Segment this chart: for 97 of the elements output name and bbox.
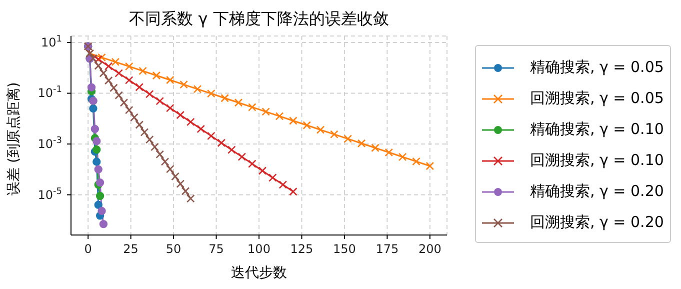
point — [120, 98, 128, 107]
point — [289, 116, 298, 125]
point — [124, 76, 134, 84]
point — [114, 69, 124, 78]
point — [104, 76, 113, 85]
point — [94, 55, 102, 64]
point — [135, 82, 144, 92]
point — [371, 144, 380, 152]
point — [248, 160, 256, 168]
point — [330, 130, 338, 138]
legend-label: 精确搜索, γ = 0.10 — [530, 120, 664, 139]
point — [180, 80, 188, 89]
point — [248, 103, 256, 112]
point — [124, 62, 134, 71]
point — [166, 164, 174, 174]
x-tick-label: 25 — [123, 242, 138, 256]
point — [111, 58, 120, 66]
point — [262, 108, 270, 116]
chart-title: 不同系数 γ 下梯度下降法的误差收敛 — [128, 9, 390, 30]
point — [412, 157, 420, 166]
x-tick-label: 75 — [208, 242, 224, 256]
point — [104, 62, 113, 70]
point — [258, 166, 267, 175]
x-axis-title: 迭代步数 — [231, 265, 287, 281]
point — [140, 128, 149, 136]
point — [228, 146, 236, 154]
point — [89, 104, 98, 113]
point — [110, 84, 118, 92]
point — [135, 120, 144, 129]
legend-label: 回溯搜索, γ = 0.05 — [530, 89, 664, 108]
point — [92, 137, 101, 146]
point — [426, 162, 434, 170]
y-tick-label: 10$^{-1}$ — [38, 85, 62, 100]
point — [98, 53, 106, 62]
point — [160, 158, 170, 166]
x-tick-label: 150 — [333, 242, 356, 256]
point — [96, 192, 104, 200]
point — [94, 200, 102, 209]
legend-label: 精确搜索, γ = 0.05 — [530, 58, 664, 77]
point — [156, 96, 164, 106]
y-tick-label: 10$^{-3}$ — [38, 136, 62, 152]
point — [384, 148, 394, 157]
point — [268, 174, 277, 182]
x-tick-label: 200 — [418, 242, 442, 256]
legend-label: 精确搜索, γ = 0.20 — [530, 182, 664, 201]
point — [98, 206, 106, 216]
point — [150, 142, 159, 152]
point — [145, 135, 154, 144]
point — [206, 132, 216, 140]
point — [234, 98, 243, 107]
point — [171, 172, 180, 181]
point — [316, 126, 325, 134]
x-tick-label: 125 — [290, 242, 314, 256]
point — [217, 138, 226, 148]
point — [275, 112, 284, 120]
legend-label: 回溯搜索, γ = 0.20 — [530, 213, 664, 232]
point — [357, 139, 366, 148]
point — [114, 91, 124, 100]
x-tick-label: 50 — [166, 242, 182, 256]
y-tick-label: 10$^{-5}$ — [38, 186, 62, 202]
point — [92, 158, 101, 166]
point — [145, 90, 154, 98]
point — [90, 124, 100, 134]
point — [344, 134, 352, 143]
point — [124, 106, 134, 114]
point — [220, 94, 229, 102]
point — [94, 62, 102, 70]
point — [176, 180, 185, 188]
x-tick-label: 100 — [248, 242, 270, 256]
point — [302, 121, 312, 130]
point — [89, 54, 98, 62]
x-tick-label: 0 — [84, 242, 92, 256]
point — [94, 165, 102, 174]
point — [99, 220, 108, 228]
y-tick-label: 10$^{1}$ — [40, 34, 62, 50]
point — [196, 124, 206, 134]
point — [130, 113, 138, 122]
point — [166, 76, 174, 84]
point — [193, 84, 202, 94]
point — [181, 186, 190, 196]
point — [87, 83, 96, 92]
point — [238, 152, 246, 161]
legend-label: 回溯搜索, γ = 0.10 — [530, 151, 664, 170]
point — [156, 150, 164, 158]
point — [186, 194, 195, 203]
point — [176, 110, 185, 120]
y-axis-title: 误差 (到原点距离) — [6, 82, 22, 196]
point — [152, 71, 161, 80]
point — [186, 118, 195, 126]
point — [99, 68, 108, 78]
point — [206, 89, 216, 98]
point — [166, 104, 174, 112]
x-tick-label: 175 — [376, 242, 399, 256]
point — [138, 66, 147, 76]
point — [278, 180, 288, 189]
point — [289, 187, 298, 196]
point — [398, 152, 407, 162]
